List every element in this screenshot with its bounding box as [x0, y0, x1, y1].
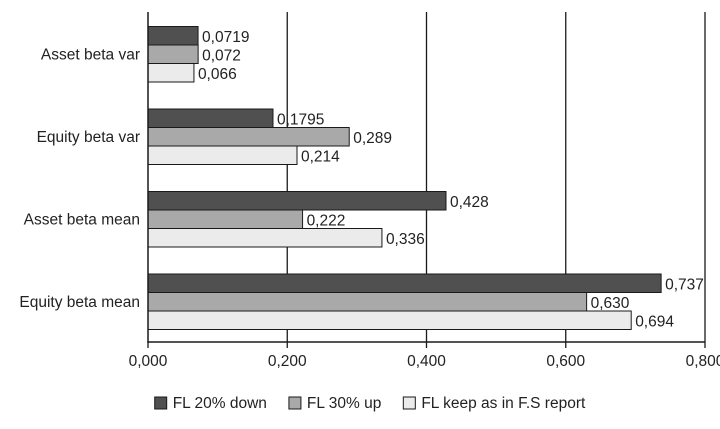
category-label: Equity beta var [37, 129, 140, 146]
data-label: 0,1795 [277, 111, 324, 128]
legend-label: FL 30% up [307, 395, 381, 412]
category-label: Asset beta mean [24, 211, 140, 228]
data-label: 0,694 [635, 313, 674, 330]
x-tick-label: 0,200 [268, 353, 307, 370]
legend-label: FL keep as in F.S report [421, 395, 586, 412]
data-label: 0,336 [386, 231, 425, 248]
data-label: 0,737 [665, 276, 704, 293]
bar-2-1 [147, 209, 304, 229]
bar-0-1 [147, 44, 199, 64]
bar-1-0 [147, 108, 274, 128]
data-label: 0,289 [353, 130, 392, 147]
x-tick-label: 0,000 [129, 353, 168, 370]
data-label: 0,214 [301, 148, 340, 165]
bar-0-0 [147, 26, 199, 46]
bar-2-2 [147, 228, 383, 248]
bar-2-0 [147, 191, 447, 211]
x-tick-label: 0,600 [546, 353, 585, 370]
legend-swatch-1 [288, 396, 302, 410]
data-label: 0,428 [450, 194, 489, 211]
x-tick-label: 0,800 [686, 353, 720, 370]
data-label: 0,0719 [202, 29, 249, 46]
bar-3-2 [147, 310, 632, 330]
x-tick-label: 0,400 [407, 353, 446, 370]
data-label: 0,630 [591, 295, 630, 312]
bar-3-1 [147, 292, 588, 312]
legend: FL 20% down FL 30% up FL keep as in F.S re… [154, 395, 586, 412]
data-label: 0,222 [307, 212, 346, 229]
legend-swatch-0 [154, 396, 168, 410]
data-label: 0,066 [198, 66, 237, 83]
bar-0-2 [147, 63, 195, 83]
legend-label: FL 20% down [173, 395, 267, 412]
data-label: 0,072 [202, 47, 241, 64]
bar-3-0 [147, 273, 662, 293]
bar-1-2 [147, 145, 298, 165]
axes: Asset beta var Equity beta var Asset beta … [19, 12, 720, 370]
legend-swatch-2 [402, 396, 416, 410]
category-label: Asset beta var [41, 46, 140, 63]
category-label: Equity beta mean [19, 294, 140, 311]
bar-1-1 [147, 127, 350, 147]
